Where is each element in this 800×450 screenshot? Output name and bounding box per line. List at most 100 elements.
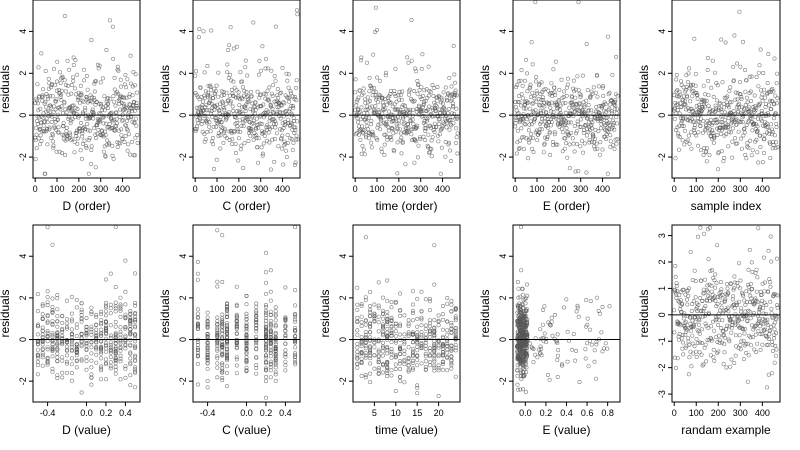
data-point (739, 339, 744, 344)
data-point (72, 139, 77, 144)
data-point (387, 94, 392, 99)
data-point (513, 124, 518, 129)
data-point (359, 55, 364, 60)
data-point (224, 136, 229, 141)
data-point (93, 165, 98, 170)
data-point (94, 327, 99, 332)
data-point (583, 347, 588, 352)
data-point (768, 284, 773, 289)
data-point (584, 298, 589, 303)
data-point (734, 61, 739, 66)
data-point (775, 96, 780, 101)
data-point (686, 71, 691, 76)
data-point (82, 138, 87, 143)
data-point (232, 85, 237, 90)
data-point (410, 358, 415, 363)
data-point (393, 362, 398, 367)
data-point (354, 103, 359, 108)
x-tick-label: 200 (711, 184, 726, 194)
data-point (363, 353, 368, 358)
plot-frame (671, 0, 781, 179)
data-point (291, 116, 296, 121)
data-point (448, 159, 453, 164)
data-point (540, 90, 545, 95)
data-point (563, 100, 568, 105)
data-point (358, 117, 363, 122)
data-point (567, 105, 572, 110)
data-point (112, 99, 117, 104)
data-point (691, 88, 696, 93)
data-point (423, 351, 428, 356)
data-point (218, 146, 223, 151)
data-point (233, 95, 238, 100)
data-point (89, 37, 94, 42)
data-point (71, 75, 76, 80)
data-point (718, 131, 723, 136)
data-point (576, 0, 581, 5)
data-point (714, 98, 719, 103)
data-point (426, 93, 431, 98)
data-point (561, 101, 566, 106)
data-point (220, 366, 225, 371)
data-point (354, 99, 359, 104)
data-point (357, 88, 362, 93)
data-point (58, 70, 63, 75)
data-point (75, 136, 80, 141)
data-point (370, 131, 375, 136)
data-point (134, 104, 139, 109)
data-point (74, 325, 79, 330)
data-point (40, 312, 45, 317)
data-point (411, 122, 416, 127)
data-point (236, 136, 241, 141)
data-point (427, 308, 432, 313)
data-point (612, 127, 617, 132)
data-point (436, 122, 441, 127)
data-point (81, 99, 86, 104)
data-point (273, 309, 278, 314)
data-point (608, 139, 613, 144)
data-point (355, 302, 360, 307)
y-tick-label: 4 (338, 29, 348, 34)
data-point (293, 225, 298, 230)
data-point (595, 116, 600, 121)
data-point (429, 154, 434, 159)
data-point (612, 107, 617, 112)
data-point (59, 88, 64, 93)
data-point (128, 383, 133, 388)
data-point (47, 125, 52, 130)
data-point (514, 151, 519, 156)
data-point (89, 365, 94, 370)
x-tick-label: 15 (412, 408, 422, 418)
data-point (366, 115, 371, 120)
data-point (576, 88, 581, 93)
data-point (548, 152, 553, 157)
data-point (600, 85, 605, 90)
data-point (375, 137, 380, 142)
data-point (55, 307, 60, 312)
data-point (523, 106, 528, 111)
data-point (696, 103, 701, 108)
data-point (680, 340, 685, 345)
data-point (234, 88, 239, 93)
data-point (425, 116, 430, 121)
data-point (106, 101, 111, 106)
data-point (51, 139, 56, 144)
data-point (229, 78, 234, 83)
data-point (77, 113, 82, 118)
data-point (254, 371, 259, 376)
data-point (419, 85, 424, 90)
data-point (559, 77, 564, 82)
data-point (270, 137, 275, 142)
data-point (415, 344, 420, 349)
data-points (513, 0, 620, 176)
data-point (110, 143, 115, 148)
data-point (243, 106, 248, 111)
x-tick-label: 100 (50, 184, 65, 194)
data-point (700, 130, 705, 135)
data-point (688, 328, 693, 333)
data-point (119, 95, 124, 100)
data-point (374, 27, 379, 32)
data-point (253, 107, 258, 112)
data-point (238, 147, 243, 152)
data-point (37, 142, 42, 147)
